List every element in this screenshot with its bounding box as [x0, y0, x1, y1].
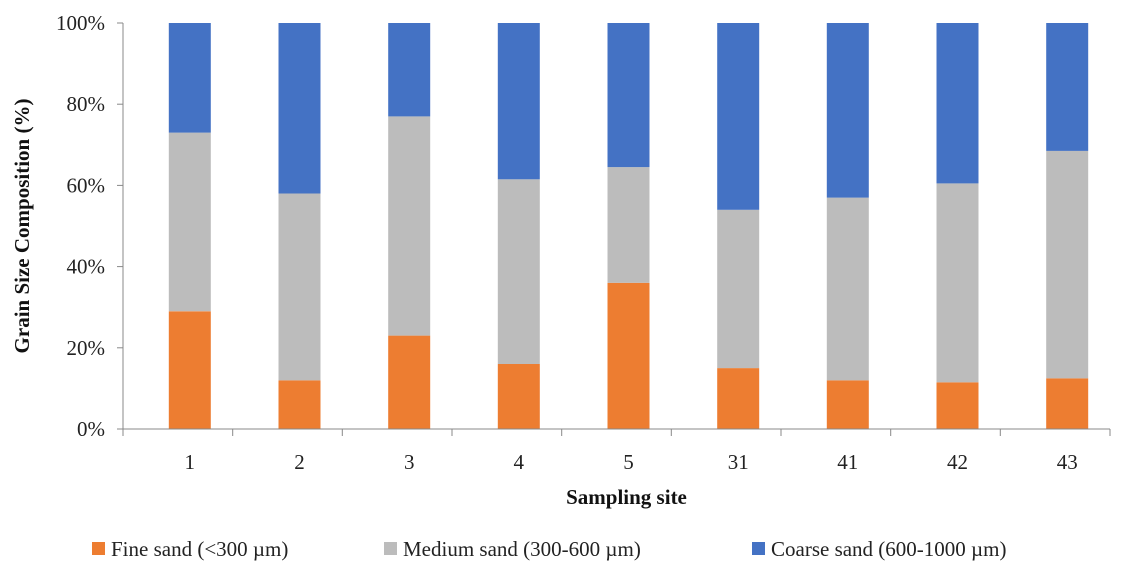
- y-tick-label: 40%: [67, 255, 106, 279]
- bar-segment-42-series-2: [936, 23, 979, 184]
- x-tick-label: 2: [294, 450, 305, 474]
- y-tick-label: 0%: [77, 417, 105, 441]
- x-tick-label: 43: [1057, 450, 1078, 474]
- x-tick-label: 42: [947, 450, 968, 474]
- x-tick-label: 31: [728, 450, 749, 474]
- bar-segment-43-series-1: [1046, 150, 1089, 379]
- legend-label: Fine sand (<300 µm): [111, 537, 288, 561]
- bar-segment-41-series-1: [826, 197, 869, 381]
- bar-segment-3-series-1: [388, 116, 431, 336]
- y-tick-label: 20%: [67, 336, 106, 360]
- legend-label: Coarse sand (600-1000 µm): [771, 537, 1006, 561]
- bar-segment-3-series-2: [388, 23, 431, 117]
- x-tick-label: 5: [623, 450, 634, 474]
- bar-segment-4-series-0: [497, 364, 540, 429]
- legend-swatch: [384, 542, 397, 555]
- bar-segment-1-series-1: [168, 132, 211, 312]
- y-tick-label: 100%: [56, 11, 105, 35]
- bar-segment-1-series-0: [168, 311, 211, 429]
- bar-segment-2-series-1: [278, 193, 321, 381]
- y-tick-label: 80%: [67, 92, 106, 116]
- bar-segment-31-series-0: [717, 368, 760, 429]
- x-tick-label: 4: [514, 450, 525, 474]
- bars-group: [168, 23, 1089, 430]
- bar-segment-43-series-2: [1046, 23, 1089, 151]
- legend-swatch: [752, 542, 765, 555]
- y-tick-label: 60%: [67, 173, 106, 197]
- bar-segment-31-series-1: [717, 209, 760, 369]
- y-axis-title: Grain Size Composition (%): [10, 99, 34, 354]
- bar-segment-5-series-1: [607, 167, 650, 283]
- bar-segment-42-series-0: [936, 382, 979, 429]
- bar-segment-1-series-2: [168, 23, 211, 133]
- bar-segment-3-series-0: [388, 335, 431, 429]
- x-axis-title: Sampling site: [566, 485, 687, 509]
- bar-segment-5-series-0: [607, 282, 650, 429]
- bar-segment-41-series-2: [826, 23, 869, 198]
- bar-segment-43-series-0: [1046, 378, 1089, 430]
- legend-label: Medium sand (300-600 µm): [403, 537, 641, 561]
- bar-segment-4-series-1: [497, 179, 540, 364]
- bar-segment-42-series-1: [936, 183, 979, 383]
- labels-group: 1 2 3 4 5 31 41 42 43 0% 20% 40% 60% 80% 100% Sampling …: [10, 11, 1078, 509]
- bar-segment-31-series-2: [717, 23, 760, 210]
- x-tick-label: 1: [185, 450, 196, 474]
- bar-segment-4-series-2: [497, 23, 540, 180]
- x-tick-label: 3: [404, 450, 415, 474]
- legend-swatch: [92, 542, 105, 555]
- bar-segment-2-series-2: [278, 23, 321, 194]
- axes-group: [117, 22, 1111, 436]
- bar-segment-41-series-0: [826, 380, 869, 429]
- x-tick-label: 41: [837, 450, 858, 474]
- bar-segment-5-series-2: [607, 23, 650, 168]
- legend: Fine sand (<300 µm) Medium sand (300-600 …: [92, 537, 1006, 561]
- bar-segment-2-series-0: [278, 380, 321, 429]
